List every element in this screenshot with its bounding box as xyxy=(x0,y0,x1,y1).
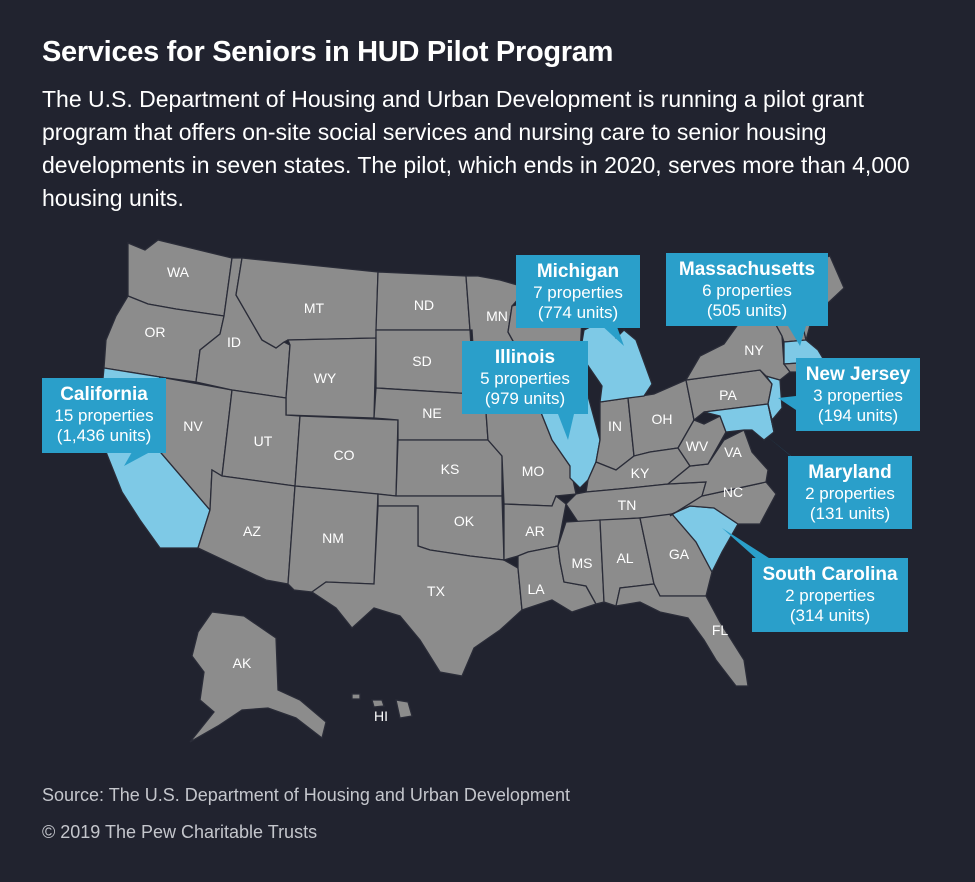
label-al: AL xyxy=(616,550,633,566)
state-hi-1[interactable] xyxy=(395,699,413,719)
callout-state-name: South Carolina xyxy=(762,564,898,585)
callout-properties: 7 properties xyxy=(533,283,623,302)
state-ak[interactable] xyxy=(189,611,327,743)
page-subtitle: The U.S. Department of Housing and Urban… xyxy=(42,86,910,211)
label-nc: NC xyxy=(723,484,743,500)
callout-state-name: Massachusetts xyxy=(678,259,816,280)
callout-state-name: Michigan xyxy=(536,261,620,282)
label-in: IN xyxy=(608,418,622,434)
label-nv: NV xyxy=(183,418,203,434)
callout-south-carolina: South Carolina 2 properties (314 units) xyxy=(752,558,908,632)
label-la: LA xyxy=(527,581,545,597)
label-ar: AR xyxy=(525,523,544,539)
state-hi-2[interactable] xyxy=(371,699,385,708)
state-fl[interactable] xyxy=(615,583,749,687)
callout-maryland: Maryland 2 properties (131 units) xyxy=(788,456,912,529)
label-ga: GA xyxy=(669,546,690,562)
label-ks: KS xyxy=(441,461,460,477)
label-tx: TX xyxy=(427,583,446,599)
label-fl: FL xyxy=(712,622,729,638)
label-az: AZ xyxy=(243,523,261,539)
label-ok: OK xyxy=(454,513,475,529)
label-ut: UT xyxy=(254,433,273,449)
callout-units: (774 units) xyxy=(537,303,619,322)
label-tn: TN xyxy=(618,497,637,513)
callout-massachusetts: Massachusetts 6 properties (505 units) xyxy=(666,253,828,326)
label-sd: SD xyxy=(412,353,431,369)
label-wy: WY xyxy=(314,370,337,386)
pointer-massachusetts xyxy=(788,326,806,346)
label-mn: MN xyxy=(486,308,508,324)
label-id: ID xyxy=(227,334,241,350)
callout-units: (979 units) xyxy=(484,389,566,408)
label-mt: MT xyxy=(304,300,325,316)
copyright-note: © 2019 The Pew Charitable Trusts xyxy=(42,822,318,842)
source-note: Source: The U.S. Department of Housing a… xyxy=(42,785,570,805)
callout-properties: 15 properties xyxy=(54,406,154,425)
callout-illinois: Illinois 5 properties (979 units) xyxy=(462,341,588,414)
label-ky: KY xyxy=(631,465,650,481)
callout-properties: 2 properties xyxy=(805,484,895,503)
callout-state-name: Illinois xyxy=(494,347,556,368)
callout-units: (194 units) xyxy=(817,406,899,425)
page-title: Services for Seniors in HUD Pilot Progra… xyxy=(42,36,614,68)
callout-units: (131 units) xyxy=(809,504,891,523)
label-ny: NY xyxy=(744,342,764,358)
callout-new-jersey: New Jersey 3 properties (194 units) xyxy=(796,358,920,431)
label-co: CO xyxy=(334,447,355,463)
label-nm: NM xyxy=(322,530,344,546)
callout-state-name: California xyxy=(60,384,148,405)
callout-units: (505 units) xyxy=(706,301,788,320)
callout-units: (1,436 units) xyxy=(56,426,152,445)
callout-properties: 6 properties xyxy=(702,281,792,300)
label-hi: HI xyxy=(374,708,388,724)
callout-california: California 15 properties (1,436 units) xyxy=(42,378,166,453)
pointer-south-carolina xyxy=(722,528,772,560)
state-in[interactable] xyxy=(595,397,635,471)
callout-units: (314 units) xyxy=(789,606,871,625)
state-hi-3[interactable] xyxy=(351,693,361,700)
label-mo: MO xyxy=(522,463,545,479)
label-ak: AK xyxy=(233,655,252,671)
label-pa: PA xyxy=(719,387,737,403)
state-de[interactable] xyxy=(767,403,775,433)
pointer-illinois xyxy=(558,414,574,440)
state-ks[interactable] xyxy=(395,439,503,497)
pointer-michigan xyxy=(600,324,624,346)
label-wa: WA xyxy=(167,264,190,280)
state-tx[interactable] xyxy=(310,505,523,677)
label-oh: OH xyxy=(652,411,673,427)
callout-properties: 3 properties xyxy=(813,386,903,405)
label-va: VA xyxy=(724,444,742,460)
callout-michigan: Michigan 7 properties (774 units) xyxy=(516,255,640,328)
label-or: OR xyxy=(145,324,166,340)
callout-properties: 2 properties xyxy=(785,586,875,605)
callout-state-name: Maryland xyxy=(808,462,892,483)
label-ms: MS xyxy=(572,555,593,571)
pointer-new-jersey xyxy=(778,396,796,410)
label-ne: NE xyxy=(422,405,441,421)
callout-state-name: New Jersey xyxy=(805,364,911,385)
pointer-california xyxy=(124,452,150,466)
callout-properties: 5 properties xyxy=(480,369,570,388)
state-ny[interactable] xyxy=(684,309,791,381)
label-wv: WV xyxy=(686,438,709,454)
label-nd: ND xyxy=(414,297,434,313)
